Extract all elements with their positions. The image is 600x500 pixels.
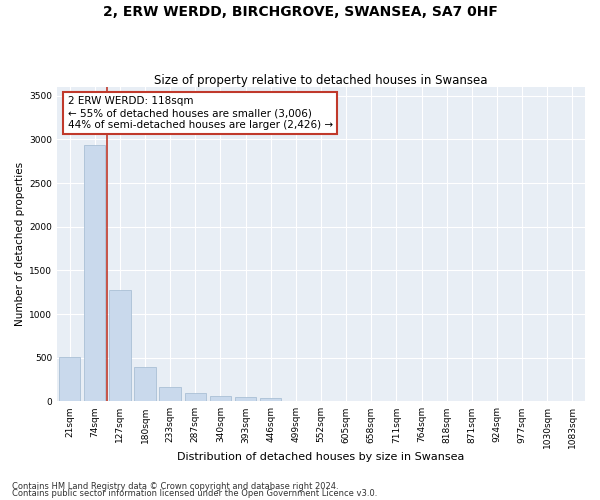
Bar bbox=[235, 397, 256, 402]
Text: 2 ERW WERDD: 118sqm
← 55% of detached houses are smaller (3,006)
44% of semi-det: 2 ERW WERDD: 118sqm ← 55% of detached ho… bbox=[68, 96, 333, 130]
Text: Contains public sector information licensed under the Open Government Licence v3: Contains public sector information licen… bbox=[12, 489, 377, 498]
Bar bbox=[210, 396, 231, 402]
Title: Size of property relative to detached houses in Swansea: Size of property relative to detached ho… bbox=[154, 74, 488, 87]
Y-axis label: Number of detached properties: Number of detached properties bbox=[15, 162, 25, 326]
Bar bbox=[185, 394, 206, 402]
Bar bbox=[109, 290, 131, 402]
Bar bbox=[84, 144, 106, 402]
X-axis label: Distribution of detached houses by size in Swansea: Distribution of detached houses by size … bbox=[178, 452, 465, 462]
Text: Contains HM Land Registry data © Crown copyright and database right 2024.: Contains HM Land Registry data © Crown c… bbox=[12, 482, 338, 491]
Bar bbox=[134, 368, 156, 402]
Bar bbox=[260, 398, 281, 402]
Text: 2, ERW WERDD, BIRCHGROVE, SWANSEA, SA7 0HF: 2, ERW WERDD, BIRCHGROVE, SWANSEA, SA7 0… bbox=[103, 5, 497, 19]
Bar bbox=[59, 357, 80, 402]
Bar bbox=[160, 388, 181, 402]
